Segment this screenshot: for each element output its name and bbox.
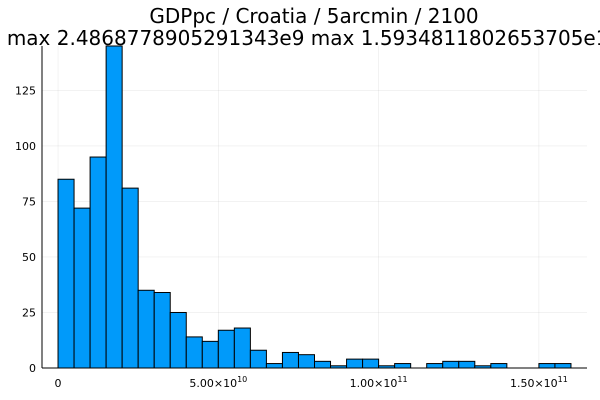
histogram-bar xyxy=(265,363,283,369)
histogram-bar xyxy=(394,363,412,369)
y-tick-label: 100 xyxy=(15,140,36,153)
axes xyxy=(41,46,587,369)
histogram-bar xyxy=(105,45,123,369)
y-tick-label: 75 xyxy=(22,195,36,208)
chart-subtitle: max 2.4868778905291343e9 max 1.593481180… xyxy=(7,26,600,50)
histogram-bar xyxy=(233,327,251,369)
histogram-bar xyxy=(442,360,460,369)
x-tick-label: 0 xyxy=(55,377,62,390)
histogram-bar xyxy=(426,363,444,369)
histogram-bar xyxy=(490,363,508,369)
histogram-bar xyxy=(249,349,267,369)
x-tick-label: 1.00×1011 xyxy=(350,375,408,390)
y-tick-labels: 0 25 50 75 100 125 xyxy=(15,84,36,375)
y-tick-label: 25 xyxy=(22,306,36,319)
histogram-bar xyxy=(297,354,315,369)
chart-title: GDPpc / Croatia / 5arcmin / 2100 xyxy=(149,4,478,28)
histogram-bar xyxy=(153,291,171,369)
x-tick-label: 1.50×1011 xyxy=(510,375,568,390)
x-tick-label: 5.00×1010 xyxy=(189,375,247,390)
histogram-bar xyxy=(57,178,75,369)
y-tick-label: 125 xyxy=(15,84,36,97)
histogram-bar xyxy=(217,329,235,369)
histogram-bar xyxy=(73,207,91,369)
y-tick-label: 0 xyxy=(29,362,36,375)
histogram-bar xyxy=(185,336,203,369)
histogram-bar xyxy=(346,358,364,369)
histogram-bar xyxy=(137,289,155,369)
histogram-bar xyxy=(554,363,572,369)
histogram-bar xyxy=(538,363,556,369)
x-tick-labels: 0 5.00×1010 1.00×1011 1.50×1011 xyxy=(55,375,568,390)
histogram-bar xyxy=(281,351,299,369)
histogram-bar xyxy=(201,340,219,369)
histogram-bar xyxy=(169,311,187,369)
y-tick-label: 50 xyxy=(22,251,36,264)
histogram-bar xyxy=(314,360,332,369)
bars xyxy=(57,45,572,369)
histogram-bar xyxy=(89,156,107,369)
histogram-bar xyxy=(458,360,476,369)
histogram-bar xyxy=(121,187,139,369)
histogram-bar xyxy=(362,358,380,369)
